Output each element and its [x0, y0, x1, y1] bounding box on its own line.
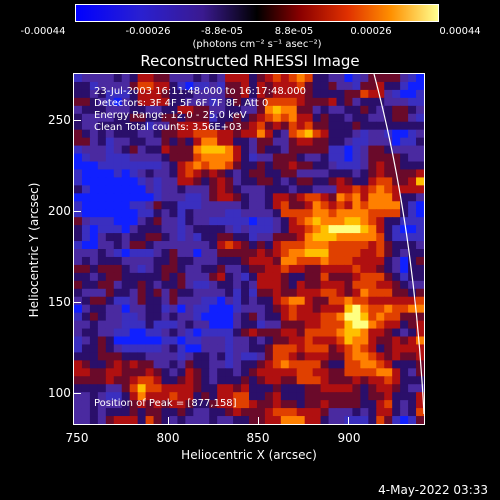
y-tick — [74, 211, 81, 212]
x-tick — [258, 417, 259, 424]
plot-title: Reconstructed RHESSI Image — [140, 52, 360, 70]
info-clean: Clean Total counts: 3.56E+03 — [94, 122, 242, 133]
y-tick-label: 100 — [48, 386, 71, 400]
x-tick-label: 750 — [65, 431, 89, 445]
x-axis-label: Heliocentric X (arcsec) — [181, 448, 317, 462]
x-tick-label: 850 — [246, 431, 270, 445]
colorbar-tick-label: 8.8e-05 — [274, 26, 314, 37]
y-tick — [74, 302, 81, 303]
colorbar-tick-label: 0.00026 — [350, 26, 392, 37]
info-energy: Energy Range: 12.0 - 25.0 keV — [94, 110, 247, 121]
image-frame — [73, 73, 425, 425]
solar-limb-line — [373, 74, 424, 415]
peak-position: Position of Peak = [877,158] — [94, 398, 237, 409]
info-detectors: Detectors: 3F 4F 5F 6F 7F 8F, Att 0 — [94, 98, 269, 109]
info-time: 23-Jul-2003 16:11:48.000 to 16:17:48.000 — [94, 86, 306, 97]
colorbar-units: (photons cm⁻² s⁻¹ asec⁻²) — [192, 39, 322, 50]
timestamp: 4-May-2022 03:33 — [378, 483, 488, 497]
colorbar-gradient — [76, 5, 438, 21]
y-axis-label: Heliocentric Y (arcsec) — [27, 182, 41, 318]
y-tick — [74, 120, 81, 121]
x-tick — [348, 417, 349, 424]
y-tick — [74, 393, 81, 394]
x-tick-label: 800 — [156, 431, 180, 445]
image-pixels — [74, 74, 424, 424]
rhessi-image — [74, 74, 424, 424]
x-tick — [168, 417, 169, 424]
colorbar — [75, 4, 439, 22]
colorbar-tick-label: 0.00044 — [439, 26, 481, 37]
colorbar-tick-label: -0.00026 — [125, 26, 171, 37]
colorbar-tick-label: -0.00044 — [20, 26, 66, 37]
x-tick-label: 900 — [337, 431, 361, 445]
y-tick-label: 250 — [48, 113, 71, 127]
y-tick-label: 150 — [48, 295, 71, 309]
y-tick-label: 200 — [48, 204, 71, 218]
colorbar-tick-label: -8.8e-05 — [201, 26, 243, 37]
